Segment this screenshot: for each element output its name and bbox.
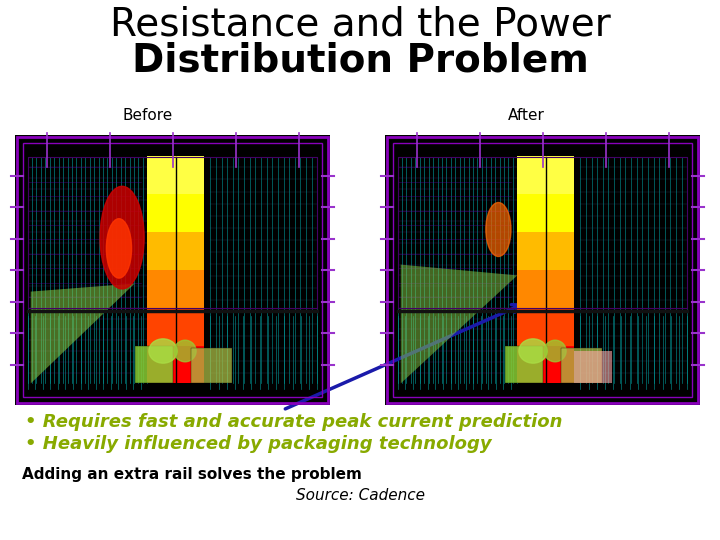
Bar: [517, 269, 574, 308]
Ellipse shape: [100, 186, 144, 289]
Ellipse shape: [149, 339, 177, 363]
Bar: [505, 346, 542, 383]
Bar: [15, 135, 330, 405]
Bar: [192, 348, 233, 383]
Bar: [148, 156, 204, 194]
Bar: [517, 193, 574, 232]
Bar: [148, 231, 204, 270]
Ellipse shape: [519, 339, 547, 363]
Bar: [517, 345, 574, 383]
Bar: [27, 157, 318, 308]
Bar: [387, 137, 698, 403]
Bar: [517, 231, 574, 270]
Text: Distribution Problem: Distribution Problem: [132, 41, 588, 79]
Ellipse shape: [174, 340, 196, 362]
Bar: [397, 157, 688, 308]
Ellipse shape: [107, 219, 132, 278]
Bar: [393, 143, 692, 397]
Text: Adding an extra rail solves the problem: Adding an extra rail solves the problem: [22, 467, 362, 482]
Text: Source: Cadence: Source: Cadence: [295, 489, 425, 503]
Bar: [135, 346, 173, 383]
Bar: [574, 351, 612, 383]
Ellipse shape: [486, 202, 511, 256]
Text: • Requires fast and accurate peak current prediction: • Requires fast and accurate peak curren…: [25, 413, 562, 431]
Bar: [148, 193, 204, 232]
Text: Before: Before: [122, 108, 172, 123]
Text: • Heavily influenced by packaging technology: • Heavily influenced by packaging techno…: [25, 435, 492, 453]
Bar: [562, 348, 603, 383]
Text: Resistance and the Power: Resistance and the Power: [109, 6, 611, 44]
Bar: [148, 345, 204, 383]
Bar: [17, 137, 328, 403]
Polygon shape: [401, 265, 517, 383]
Bar: [148, 269, 204, 308]
Bar: [385, 135, 700, 405]
Text: After: After: [508, 108, 545, 123]
Polygon shape: [31, 284, 135, 383]
Bar: [148, 307, 204, 346]
Ellipse shape: [544, 340, 566, 362]
Bar: [517, 156, 574, 194]
Bar: [517, 307, 574, 346]
Bar: [23, 143, 322, 397]
